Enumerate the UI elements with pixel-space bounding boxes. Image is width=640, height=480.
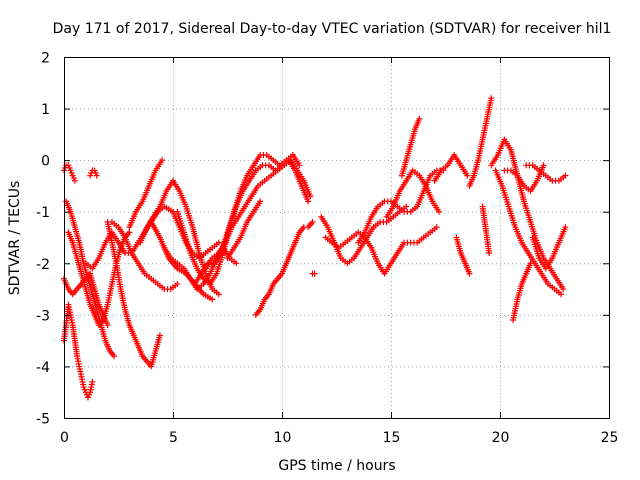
data-point (296, 162, 303, 169)
series-t27 (466, 95, 495, 189)
series-t1 (61, 162, 78, 184)
series-t16 (202, 157, 314, 272)
series-t26 (453, 234, 473, 277)
y-tick-label: -5 (36, 412, 50, 428)
data-point (311, 270, 318, 277)
y-tick-label: -2 (36, 257, 50, 273)
data-point (257, 198, 264, 205)
x-tick-label: 20 (492, 430, 510, 446)
data-point (435, 208, 442, 215)
data-point (111, 353, 118, 360)
data-point (209, 296, 216, 303)
data-point (309, 219, 316, 226)
series-t33 (523, 162, 569, 184)
data-point (527, 260, 534, 267)
data-point (403, 203, 410, 210)
x-tick-label: 25 (601, 430, 619, 446)
data-point (558, 291, 565, 298)
series-t24 (398, 115, 423, 179)
chart-title: Day 171 of 2017, Sidereal Day-to-day VTE… (53, 21, 612, 37)
data-point (562, 172, 569, 179)
x-tick-label: 10 (274, 430, 292, 446)
series-t23 (383, 167, 442, 220)
y-axis-label: SDTVAR / TECUs (7, 181, 23, 296)
data-point (307, 193, 314, 200)
data-point (488, 95, 495, 102)
series-t9 (108, 219, 181, 293)
data-point (156, 332, 163, 339)
points (61, 95, 569, 401)
data-point (416, 115, 423, 122)
y-tick-label: 0 (41, 154, 50, 170)
data-point (104, 322, 111, 329)
y-axis: -5 -4 -3 -2 -1 0 1 2 (36, 51, 609, 428)
data-point (215, 291, 222, 298)
y-tick-label: 1 (41, 102, 50, 118)
y-tick-label: -1 (36, 205, 50, 221)
x-axis: 0 5 10 15 20 25 (60, 57, 618, 446)
series-t6 (87, 167, 100, 179)
data-point (540, 162, 547, 169)
data-point (486, 249, 493, 256)
data-point (89, 378, 96, 385)
series-t34 (529, 224, 569, 272)
data-point (560, 286, 567, 293)
series-t10 (126, 157, 166, 231)
series-t14 (174, 157, 312, 287)
series-t31 (510, 260, 534, 324)
x-tick-label: 0 (60, 430, 69, 446)
data-point (433, 224, 440, 231)
series-t32 (501, 162, 547, 195)
series-t5 (65, 229, 133, 329)
x-axis-label: GPS time / hours (278, 458, 395, 474)
series-t25 (431, 151, 471, 184)
series-t19 (309, 270, 318, 277)
data-point (305, 198, 312, 205)
data-point (562, 224, 569, 231)
data-point (233, 260, 240, 267)
data-point (71, 177, 78, 184)
x-tick-label: 15 (383, 430, 401, 446)
data-point (159, 157, 166, 164)
data-point (174, 280, 181, 287)
series-t17 (224, 198, 264, 262)
y-tick-label: -4 (36, 360, 50, 376)
y-tick-label: 2 (41, 51, 50, 67)
plot-frame (64, 57, 610, 419)
grid (64, 57, 610, 419)
series-t30 (492, 167, 565, 298)
data-point (464, 172, 471, 179)
x-tick-label: 5 (169, 430, 178, 446)
series-t3 (61, 270, 111, 329)
data-point (466, 270, 473, 277)
series-t18 (252, 219, 316, 318)
series-t8 (104, 219, 163, 370)
series-t21 (322, 224, 440, 277)
series-t2 (61, 301, 96, 401)
series-t28 (479, 203, 493, 256)
data-point (93, 172, 100, 179)
data-point (126, 229, 133, 236)
data-point (215, 239, 222, 246)
y-tick-label: -3 (36, 308, 50, 324)
